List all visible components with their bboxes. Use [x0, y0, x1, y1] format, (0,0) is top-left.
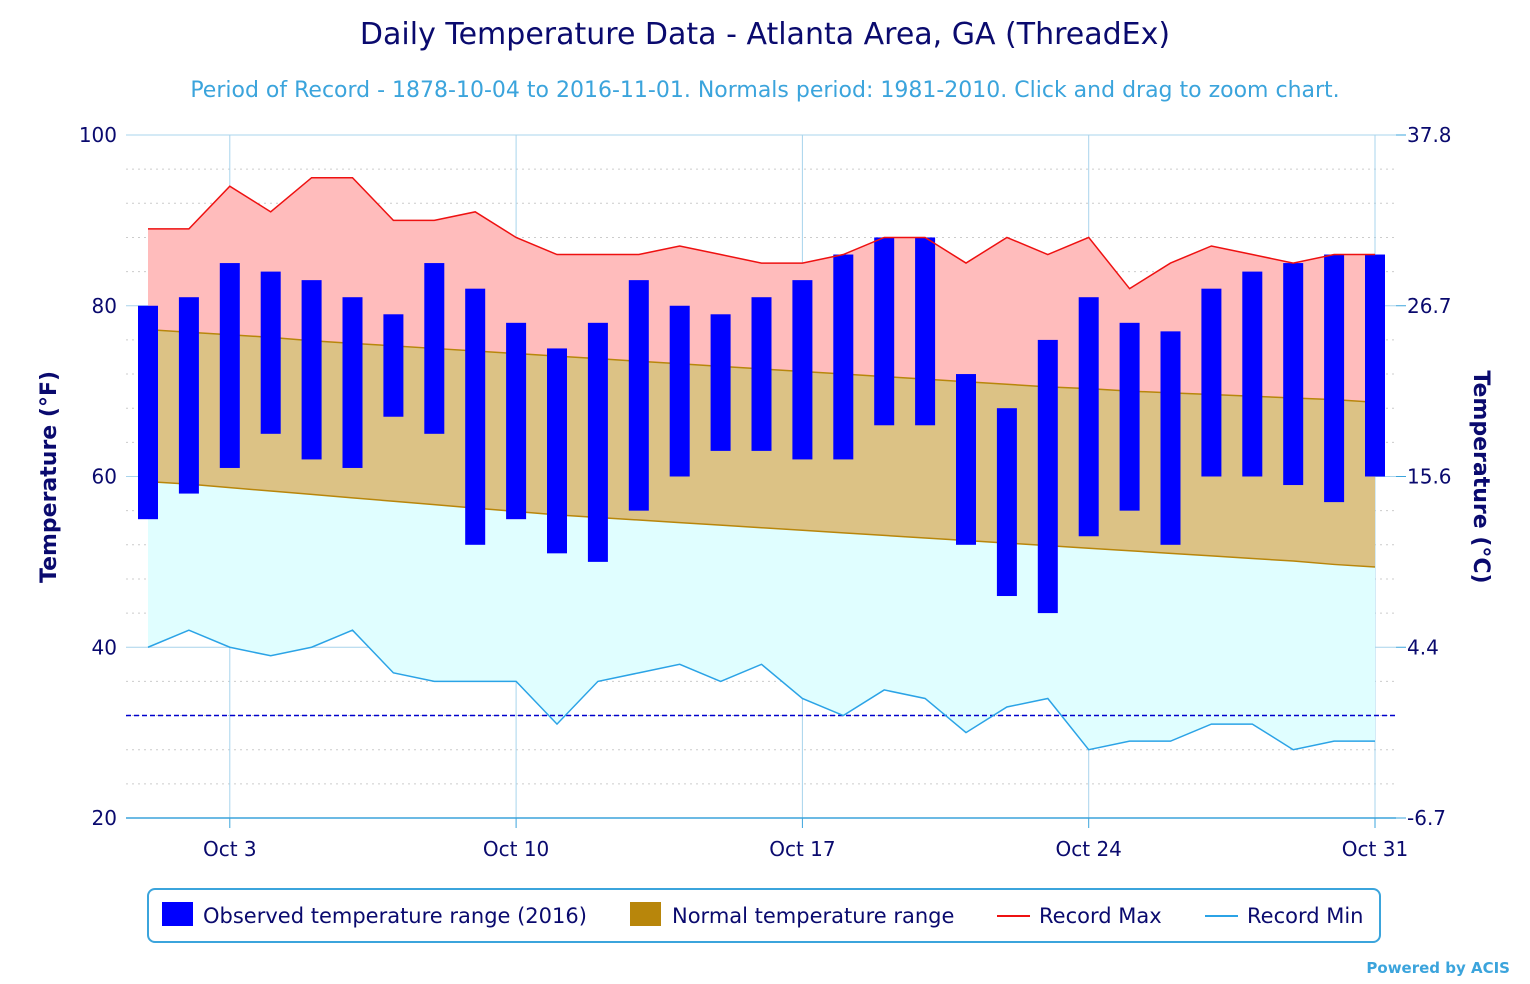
- observed-range-bar[interactable]: [1037, 339, 1058, 614]
- observed-range-bar[interactable]: [833, 254, 854, 460]
- observed-range-bar[interactable]: [260, 271, 281, 434]
- record-lines: [126, 176, 1396, 751]
- y-tick-label-right: 15.6: [1407, 465, 1452, 489]
- observed-range-bar[interactable]: [669, 305, 690, 477]
- legend: Observed temperature range (2016) Normal…: [147, 888, 1381, 943]
- observed-range-bar[interactable]: [547, 348, 567, 554]
- normal-low-line: [147, 480, 1376, 568]
- observed-range-bar[interactable]: [1119, 322, 1140, 511]
- legend-label-normal[interactable]: Normal temperature range: [672, 904, 954, 928]
- observed-range-bar[interactable]: [1365, 254, 1385, 477]
- observed-range-bar[interactable]: [956, 374, 976, 545]
- y-tick-label-left: 60: [92, 465, 117, 489]
- y-tick-label-left: 20: [92, 806, 117, 830]
- x-tick-label: Oct 3: [203, 837, 257, 861]
- legend-label-observed[interactable]: Observed temperature range (2016): [203, 904, 587, 928]
- y-axis-title-right: Temperature (°C): [1468, 370, 1493, 583]
- legend-label-record-min[interactable]: Record Min: [1247, 904, 1364, 928]
- x-tick-label: Oct 24: [1056, 837, 1122, 861]
- observed-range-bar[interactable]: [1242, 271, 1263, 477]
- legend-label-record-max[interactable]: Record Max: [1039, 904, 1162, 928]
- observed-range-bar[interactable]: [342, 297, 363, 468]
- observed-range-bar[interactable]: [915, 237, 936, 426]
- observed-range-bar[interactable]: [792, 280, 813, 460]
- y-tick-label-left: 80: [92, 294, 117, 318]
- observed-range-bar[interactable]: [1078, 297, 1099, 537]
- observed-range-bar[interactable]: [996, 408, 1017, 597]
- y-tick-label-right: 26.7: [1407, 294, 1452, 318]
- observed-range-bar[interactable]: [424, 263, 445, 434]
- chart-title: Daily Temperature Data - Atlanta Area, G…: [360, 17, 1170, 52]
- observed-range-bar[interactable]: [301, 280, 322, 460]
- y-tick-label-left: 40: [92, 635, 117, 659]
- legend-box: [147, 888, 1381, 943]
- record-max-line: [148, 176, 1375, 290]
- y-tick-label-left: 100: [79, 123, 117, 147]
- observed-range-bar[interactable]: [138, 305, 158, 520]
- y-tick-label-right: 4.4: [1407, 635, 1439, 659]
- record-high-band: [148, 177, 1375, 403]
- observed-range-bar[interactable]: [587, 322, 608, 562]
- observed-range-bar[interactable]: [710, 314, 731, 451]
- y-tick-label-right: 37.8: [1407, 123, 1452, 147]
- observed-range-bar[interactable]: [1201, 288, 1222, 477]
- chart-subtitle: Period of Record - 1878-10-04 to 2016-11…: [190, 78, 1339, 103]
- observed-range-bar[interactable]: [628, 280, 649, 511]
- observed-bars[interactable]: [138, 237, 1385, 614]
- legend-swatch-normal: [630, 902, 661, 926]
- x-tick-label: Oct 31: [1342, 837, 1408, 861]
- observed-range-bar[interactable]: [506, 322, 527, 520]
- y-axis-title-left: Temperature (°F): [37, 371, 62, 583]
- y-tick-label-right: -6.7: [1407, 806, 1446, 830]
- observed-range-bar[interactable]: [465, 288, 486, 545]
- credit-link[interactable]: Powered by ACIS: [1366, 959, 1510, 977]
- observed-range-bar[interactable]: [751, 297, 772, 451]
- observed-range-bar[interactable]: [178, 297, 199, 494]
- observed-range-bar[interactable]: [874, 237, 895, 426]
- observed-range-bar[interactable]: [383, 314, 404, 417]
- record-min-line: [147, 629, 1375, 751]
- observed-range-bar[interactable]: [1283, 263, 1304, 486]
- observed-range-bar[interactable]: [1160, 331, 1181, 545]
- x-tick-label: Oct 10: [483, 837, 549, 861]
- axis-layer: 20 -6.7 40 4.4 60 15.6 80 26.7 100 37.8 Oct 3 Oct 1…: [79, 123, 1452, 861]
- legend-swatch-observed: [162, 902, 193, 926]
- x-tick-label: Oct 17: [769, 837, 835, 861]
- observed-range-bar[interactable]: [219, 263, 240, 468]
- record-low-band: [148, 481, 1375, 750]
- observed-range-bar[interactable]: [1324, 254, 1345, 503]
